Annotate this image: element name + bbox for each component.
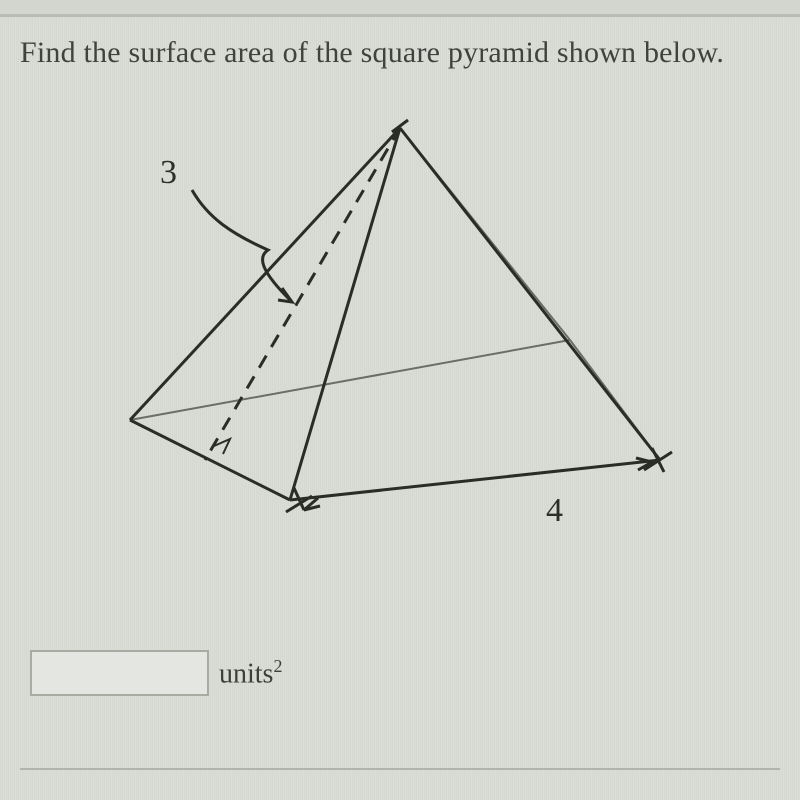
pyramid-figure: 3 4 <box>60 110 700 540</box>
slant-height-line <box>205 128 400 460</box>
base-front-right-edge <box>290 460 660 500</box>
base-back-edge <box>130 340 570 420</box>
answer-row: units2 <box>30 650 282 696</box>
base-edge-label: 4 <box>546 492 563 530</box>
lateral-front-edge <box>290 128 400 500</box>
units-exponent: 2 <box>273 656 282 676</box>
answer-input[interactable] <box>30 650 209 696</box>
top-divider <box>0 0 800 17</box>
question-text: Find the surface area of the square pyra… <box>20 36 780 70</box>
pyramid-svg <box>60 110 700 540</box>
slant-height-label: 3 <box>160 154 177 192</box>
lateral-right-edge <box>400 128 660 460</box>
units-label: units2 <box>219 656 282 690</box>
units-text: units <box>219 658 273 689</box>
base-front-left-edge <box>130 420 290 500</box>
slant-leader <box>192 190 290 300</box>
bottom-divider <box>20 768 780 770</box>
